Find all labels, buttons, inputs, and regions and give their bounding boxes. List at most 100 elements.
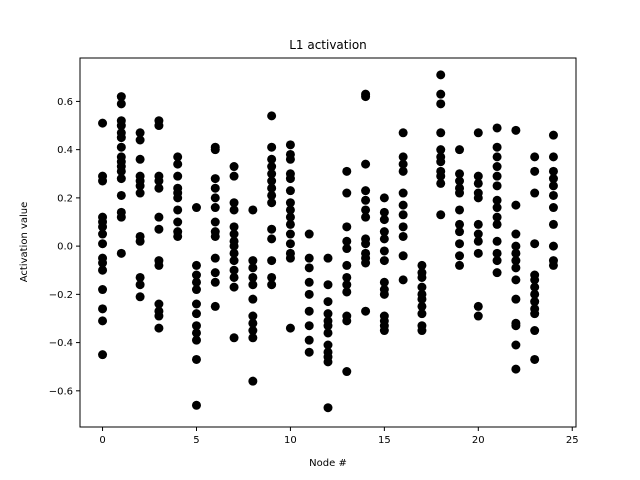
data-point: [436, 145, 446, 155]
data-point: [98, 176, 108, 186]
data-point: [511, 321, 521, 331]
data-point: [285, 229, 295, 239]
data-point: [473, 229, 483, 239]
data-point: [191, 285, 201, 295]
data-point: [342, 222, 352, 232]
data-point: [210, 145, 220, 155]
data-point: [361, 258, 371, 268]
data-point: [511, 200, 521, 210]
x-tick-label: 15: [378, 435, 391, 446]
data-point: [323, 309, 333, 319]
data-point: [342, 316, 352, 326]
data-point: [229, 205, 239, 215]
data-point: [473, 128, 483, 138]
data-point: [455, 219, 465, 229]
data-point: [511, 263, 521, 273]
data-point: [511, 241, 521, 251]
data-point: [417, 260, 427, 270]
data-point: [248, 280, 258, 290]
data-point: [361, 212, 371, 222]
data-point: [323, 357, 333, 367]
data-point: [379, 207, 389, 217]
data-point: [511, 275, 521, 285]
data-point: [342, 236, 352, 246]
data-point: [285, 140, 295, 150]
data-point: [116, 174, 126, 184]
data-point: [267, 256, 277, 266]
data-point: [210, 231, 220, 241]
data-point: [154, 299, 164, 309]
y-tick-label: −0.6: [49, 386, 73, 397]
x-axis-label: Node #: [309, 458, 347, 469]
data-point: [436, 89, 446, 99]
data-point: [473, 193, 483, 203]
data-point: [323, 253, 333, 263]
data-point: [191, 277, 201, 287]
data-point: [229, 265, 239, 275]
data-point: [173, 193, 183, 203]
data-point: [285, 253, 295, 263]
chart-title: L1 activation: [289, 38, 367, 52]
data-point: [98, 229, 108, 239]
data-point: [398, 251, 408, 261]
data-point: [455, 169, 465, 179]
data-point: [379, 277, 389, 287]
data-point: [417, 294, 427, 304]
data-point: [436, 157, 446, 167]
data-point: [210, 183, 220, 193]
data-point: [285, 198, 295, 208]
data-point: [379, 326, 389, 336]
data-point: [455, 239, 465, 249]
data-point: [323, 403, 333, 413]
data-point: [417, 272, 427, 282]
data-point: [361, 186, 371, 196]
data-point: [116, 142, 126, 152]
data-point: [548, 174, 558, 184]
data-point: [361, 239, 371, 249]
data-point: [135, 135, 145, 145]
data-point: [173, 152, 183, 162]
y-tick-label: −0.2: [49, 290, 73, 301]
data-point: [361, 205, 371, 215]
data-point: [191, 203, 201, 213]
data-point: [304, 289, 314, 299]
data-point: [98, 258, 108, 268]
data-point: [473, 311, 483, 321]
data-point: [492, 236, 502, 246]
data-point: [530, 354, 540, 364]
data-point: [267, 280, 277, 290]
data-point: [473, 178, 483, 188]
data-point: [511, 294, 521, 304]
data-point: [154, 311, 164, 321]
data-point: [511, 248, 521, 258]
data-point: [191, 328, 201, 338]
data-point: [342, 287, 352, 297]
data-point: [473, 219, 483, 229]
data-point: [548, 260, 558, 270]
data-point: [229, 248, 239, 258]
data-point: [417, 309, 427, 319]
data-point: [285, 323, 295, 333]
data-points: [98, 70, 558, 413]
data-point: [173, 205, 183, 215]
data-point: [492, 203, 502, 213]
data-point: [248, 326, 258, 336]
data-point: [398, 159, 408, 169]
data-point: [398, 222, 408, 232]
data-point: [417, 301, 427, 311]
data-point: [267, 169, 277, 179]
data-point: [154, 212, 164, 222]
data-point: [530, 188, 540, 198]
data-point: [135, 292, 145, 302]
data-point: [492, 162, 502, 172]
data-point: [511, 125, 521, 135]
data-point: [191, 400, 201, 410]
data-point: [135, 280, 145, 290]
data-point: [398, 231, 408, 241]
y-tick-label: 0.6: [57, 97, 73, 108]
data-point: [116, 190, 126, 200]
data-point: [267, 111, 277, 121]
data-point: [229, 272, 239, 282]
data-point: [116, 166, 126, 176]
data-point: [379, 193, 389, 203]
